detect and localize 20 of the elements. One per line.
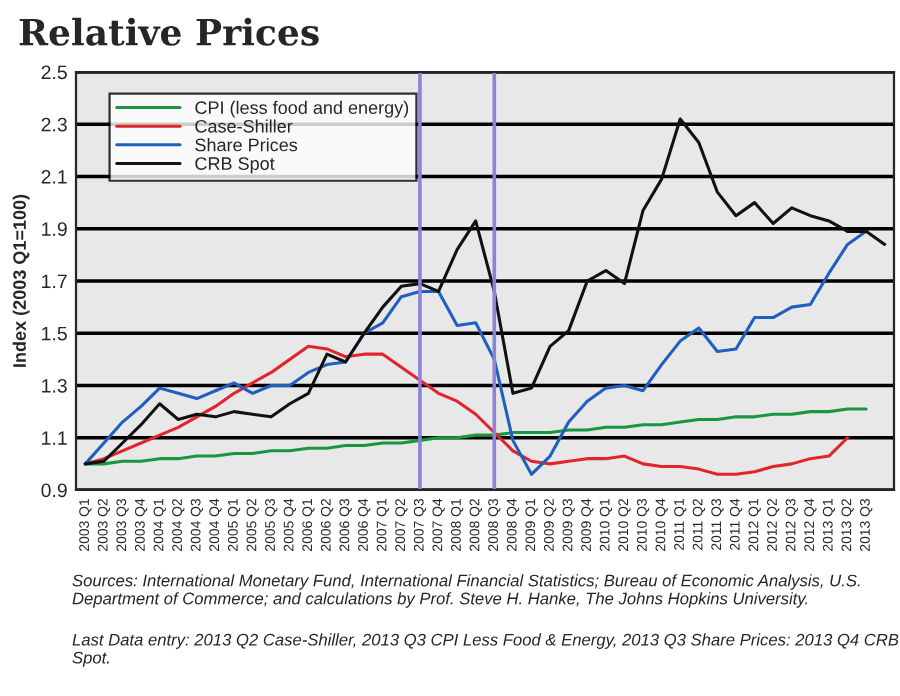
y-axis-title: Index (2003 Q1=100) — [12, 194, 30, 367]
line-series — [83, 344, 850, 476]
y-tick-label: 2.5 — [41, 65, 67, 80]
y-tick-label: 0.9 — [41, 483, 67, 498]
y-tick-label: 1.3 — [42, 378, 67, 393]
legend-label: CRB Spot — [195, 157, 275, 174]
chart-title: Relative Prices — [19, 17, 319, 46]
y-tick-label: 2.3 — [41, 117, 67, 132]
legend-label: Case-Shiller — [195, 119, 293, 133]
y-tick-label: 1.7 — [42, 274, 67, 289]
legend-label: Share Prices — [195, 138, 298, 152]
source-note: Sources: International Monetary Fund, International Financial Statistics; Bureau of Economic Analysis, U.S. Department of Commerce; and calculations by Prof. Steve H. Hanke, The Johns Hopkins University. — [72, 574, 860, 608]
text: Last Data entry: 2013 Q2 Case-Shiller, 2013 Q3 CPI Less Food & Energy, 2013 Q3 Share Prices: 2013 Q4 CRB Spot. — [72, 633, 899, 667]
y-tick-label: 1.9 — [42, 222, 67, 236]
y-tick-label: 1.5 — [42, 326, 67, 341]
y-tick-label: 2.1 — [41, 169, 67, 184]
line-series — [83, 229, 868, 476]
y-tick-label: 1.1 — [42, 431, 67, 445]
line-series — [83, 117, 887, 466]
legend-label: CPI (less food and energy) — [195, 100, 409, 118]
